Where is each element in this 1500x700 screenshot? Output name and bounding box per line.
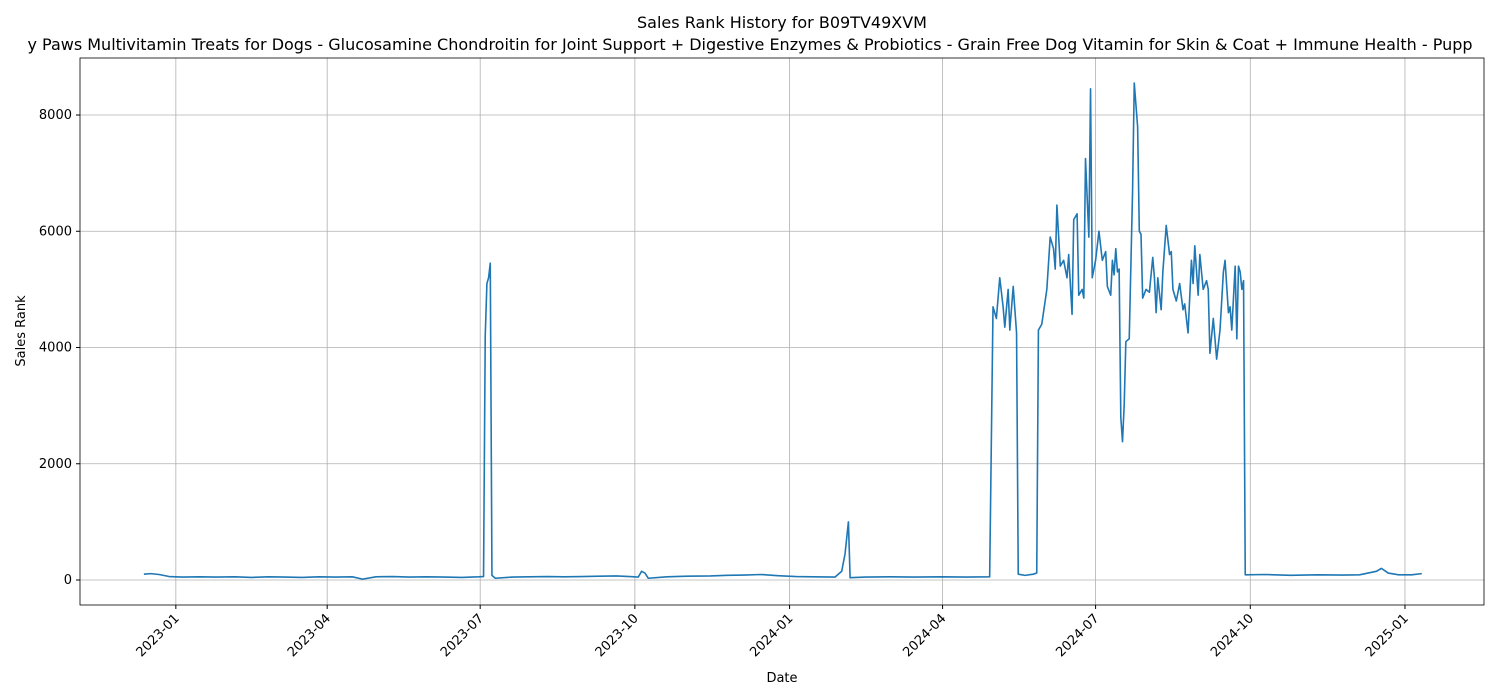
plot-frame	[79, 57, 1485, 606]
x-axis-label: Date	[766, 671, 797, 686]
x-tick-label: 2024-10	[1208, 611, 1257, 660]
y-tick-label: 8000	[39, 108, 72, 123]
chart-title: Sales Rank History for B09TV49XVM	[637, 13, 927, 32]
line	[143, 82, 1422, 580]
chart-subtitle: y Paws Multivitamin Treats for Dogs - Gl…	[27, 35, 1472, 54]
x-tick-label: 2023-10	[593, 611, 642, 660]
y-tick-label: 2000	[39, 457, 72, 472]
x-tick-label: 2025-01	[1363, 611, 1412, 660]
x-tick-label: 2024-04	[900, 611, 949, 660]
x-tick-label: 2024-07	[1053, 611, 1102, 660]
y-tick-label: 6000	[39, 224, 72, 239]
x-tick-label: 2023-04	[285, 611, 334, 660]
y-tick-label: 0	[64, 573, 72, 588]
y-axis-label: Sales Rank	[14, 295, 29, 367]
x-tick-label: 2023-07	[438, 611, 487, 660]
y-tick-label: 4000	[39, 341, 72, 356]
x-tick-label: 2023-01	[134, 611, 183, 660]
x-tick-label: 2024-01	[747, 611, 796, 660]
